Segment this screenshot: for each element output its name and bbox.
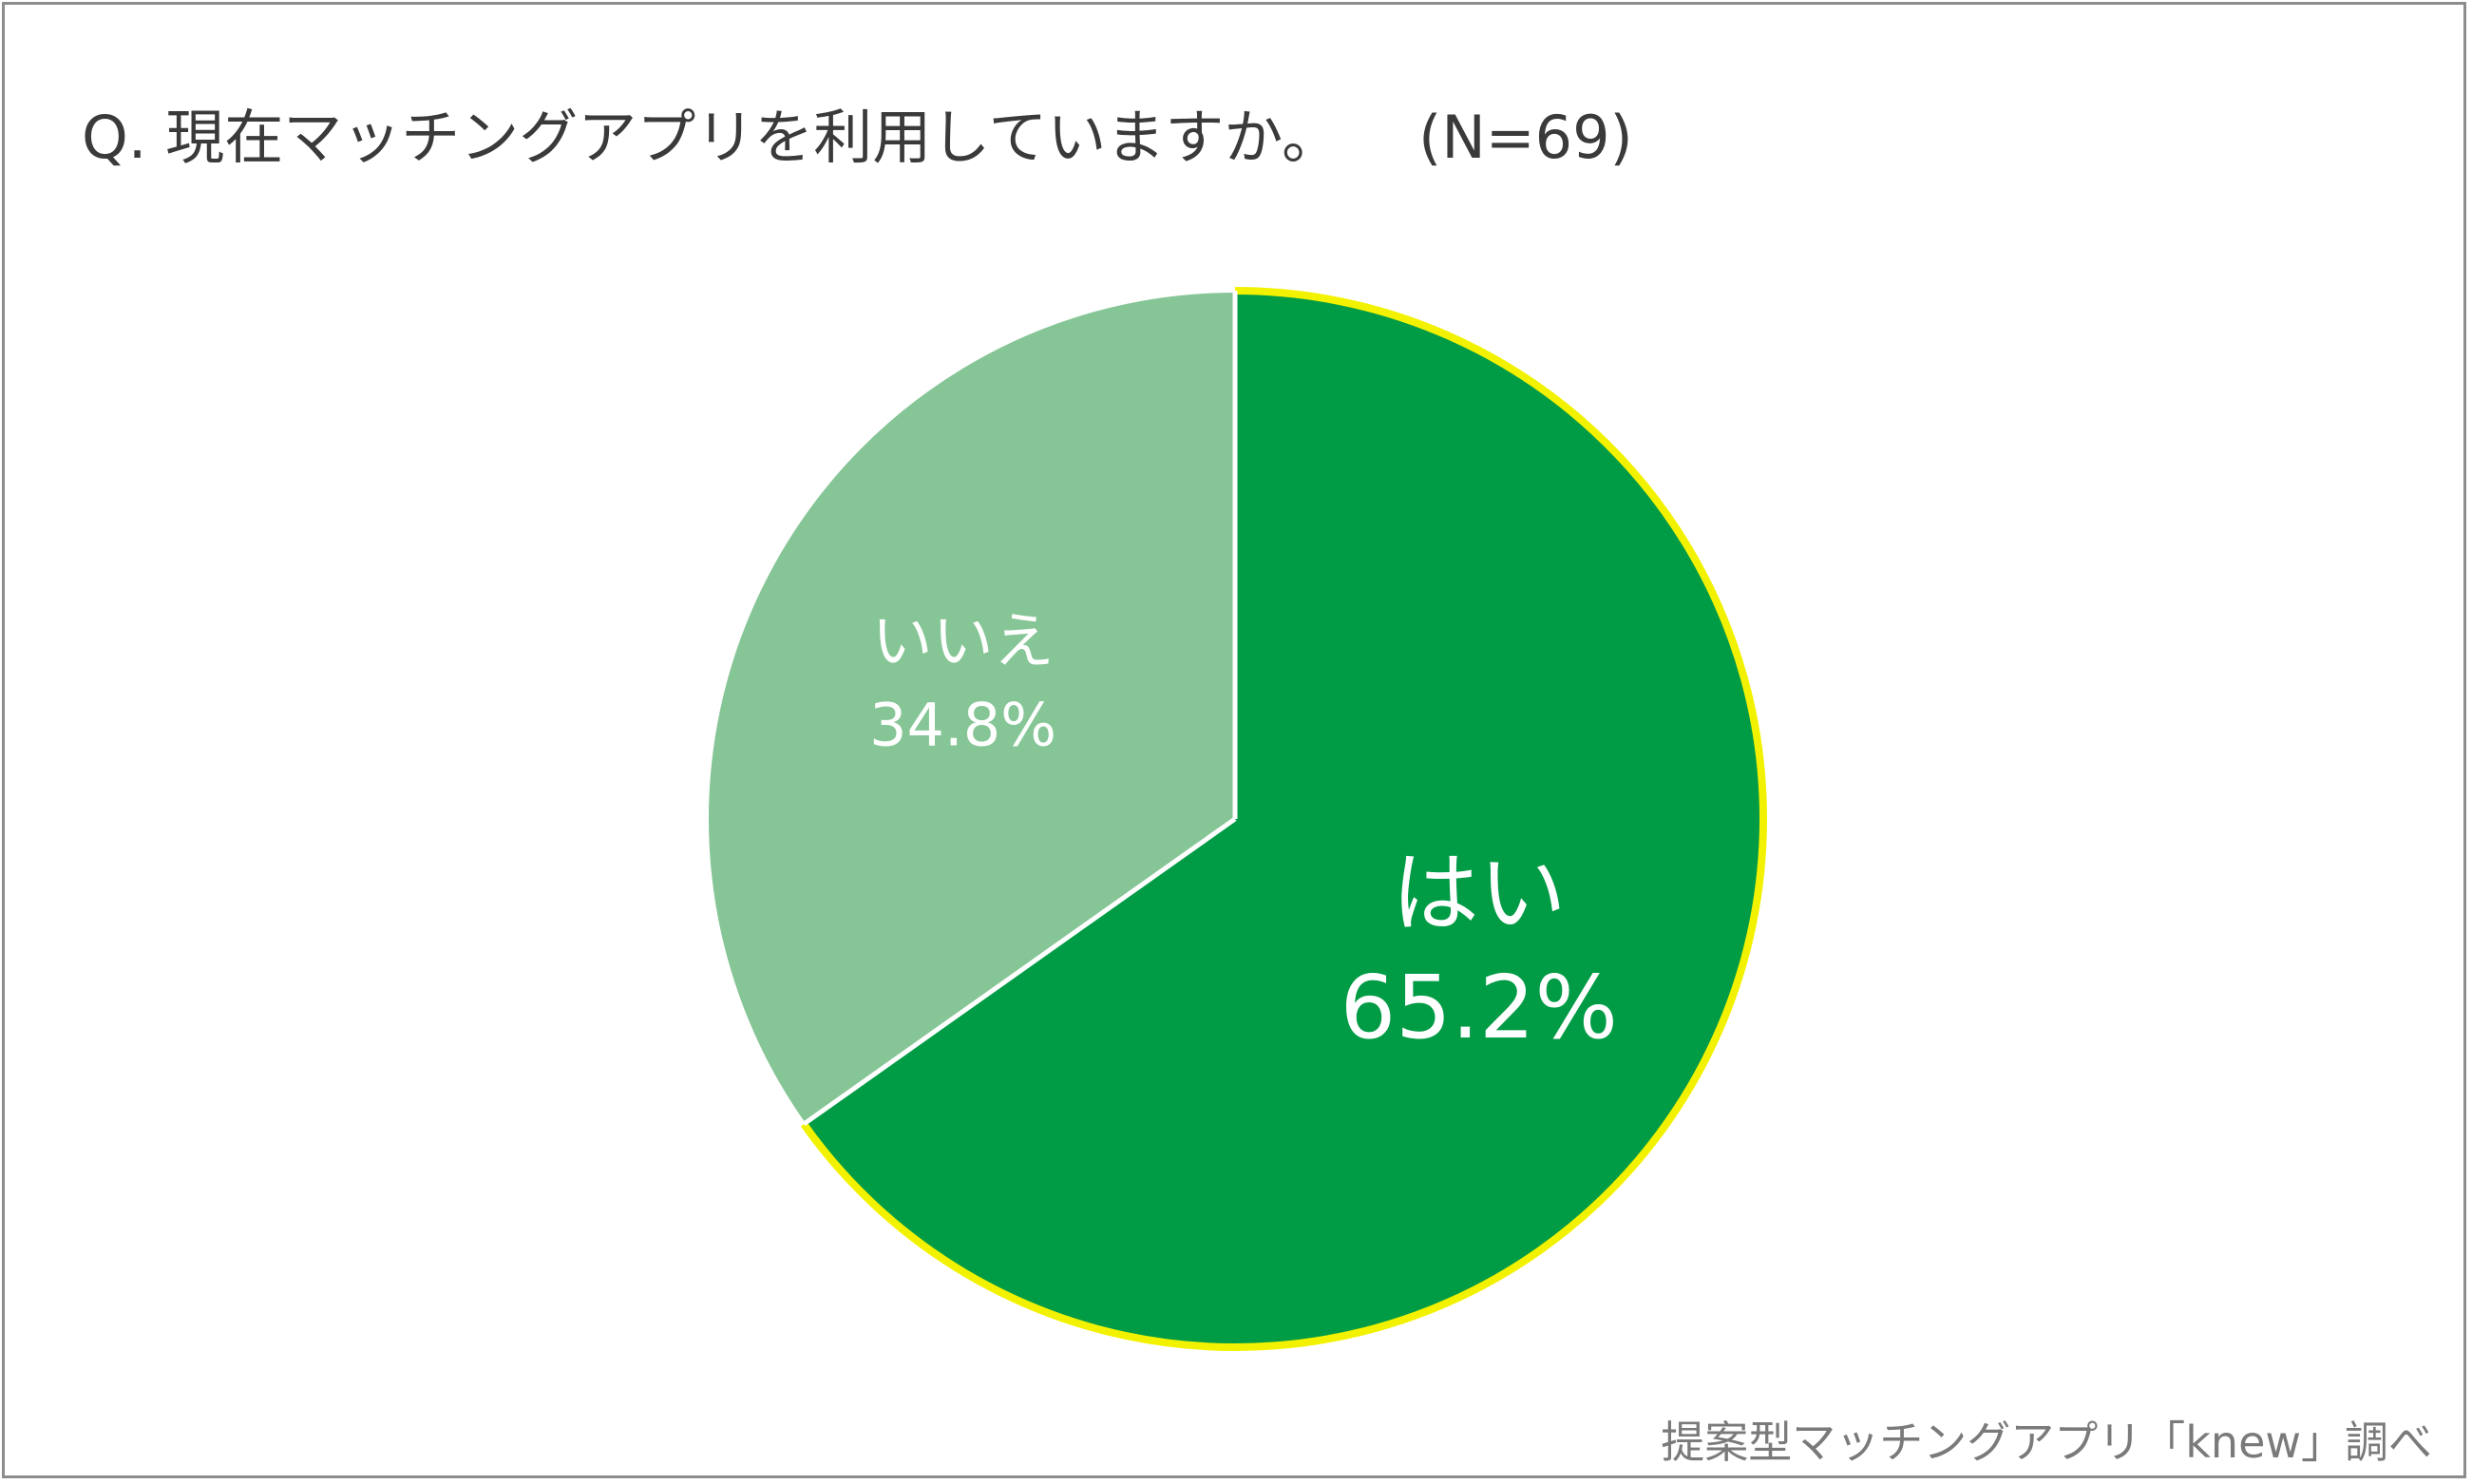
pie-slice-outline xyxy=(705,289,1236,1126)
question-text: Q. 現在マッチングアプリを利用していますか。 xyxy=(82,103,1341,172)
source-note: 提案型マッチングアプリ「knew」調べ xyxy=(1661,1417,2432,1468)
pie-slice-no xyxy=(707,291,1235,1125)
slice-label-value: 65.2% xyxy=(1341,957,1618,1058)
slice-separator xyxy=(802,816,1237,1127)
pie-slice-yes xyxy=(804,291,1764,1347)
slice-label-name: いいえ xyxy=(872,607,1055,677)
slice-label-name: はい xyxy=(1392,843,1567,944)
slice-label-value: 34.8% xyxy=(869,690,1056,759)
chart-title: Q. 現在マッチングアプリを利用していますか。 (N=69) xyxy=(82,95,1633,181)
sample-size: (N=69) xyxy=(1418,103,1633,172)
pie-slice-outline xyxy=(800,287,1767,1351)
